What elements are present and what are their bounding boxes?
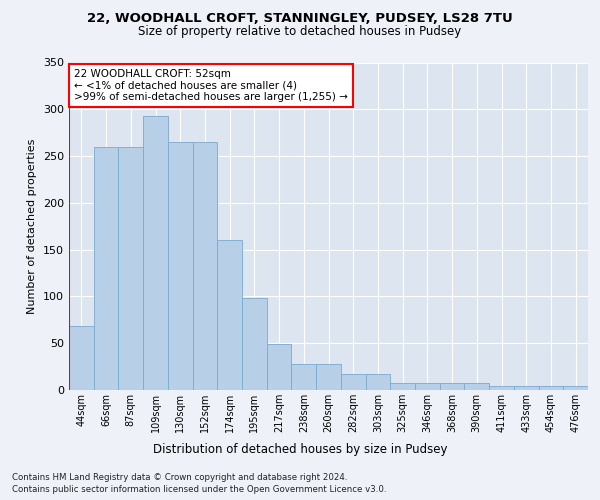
Bar xyxy=(464,382,489,390)
Text: Contains HM Land Registry data © Crown copyright and database right 2024.: Contains HM Land Registry data © Crown c… xyxy=(12,472,347,482)
Bar xyxy=(69,326,94,390)
Bar xyxy=(316,364,341,390)
Bar xyxy=(415,384,440,390)
Bar xyxy=(242,298,267,390)
Bar xyxy=(292,364,316,390)
Bar xyxy=(94,146,118,390)
Bar xyxy=(267,344,292,390)
Text: 22, WOODHALL CROFT, STANNINGLEY, PUDSEY, LS28 7TU: 22, WOODHALL CROFT, STANNINGLEY, PUDSEY,… xyxy=(87,12,513,26)
Bar xyxy=(143,116,168,390)
Bar xyxy=(539,386,563,390)
Bar xyxy=(563,386,588,390)
Text: 22 WOODHALL CROFT: 52sqm
← <1% of detached houses are smaller (4)
>99% of semi-d: 22 WOODHALL CROFT: 52sqm ← <1% of detach… xyxy=(74,69,348,102)
Bar xyxy=(365,374,390,390)
Bar xyxy=(341,374,365,390)
Bar xyxy=(440,382,464,390)
Bar xyxy=(390,382,415,390)
Bar xyxy=(168,142,193,390)
Bar xyxy=(514,386,539,390)
Text: Distribution of detached houses by size in Pudsey: Distribution of detached houses by size … xyxy=(153,442,447,456)
Text: Size of property relative to detached houses in Pudsey: Size of property relative to detached ho… xyxy=(139,25,461,38)
Bar xyxy=(489,386,514,390)
Text: Contains public sector information licensed under the Open Government Licence v3: Contains public sector information licen… xyxy=(12,485,386,494)
Y-axis label: Number of detached properties: Number of detached properties xyxy=(28,138,37,314)
Bar xyxy=(217,240,242,390)
Bar xyxy=(118,146,143,390)
Bar xyxy=(193,142,217,390)
